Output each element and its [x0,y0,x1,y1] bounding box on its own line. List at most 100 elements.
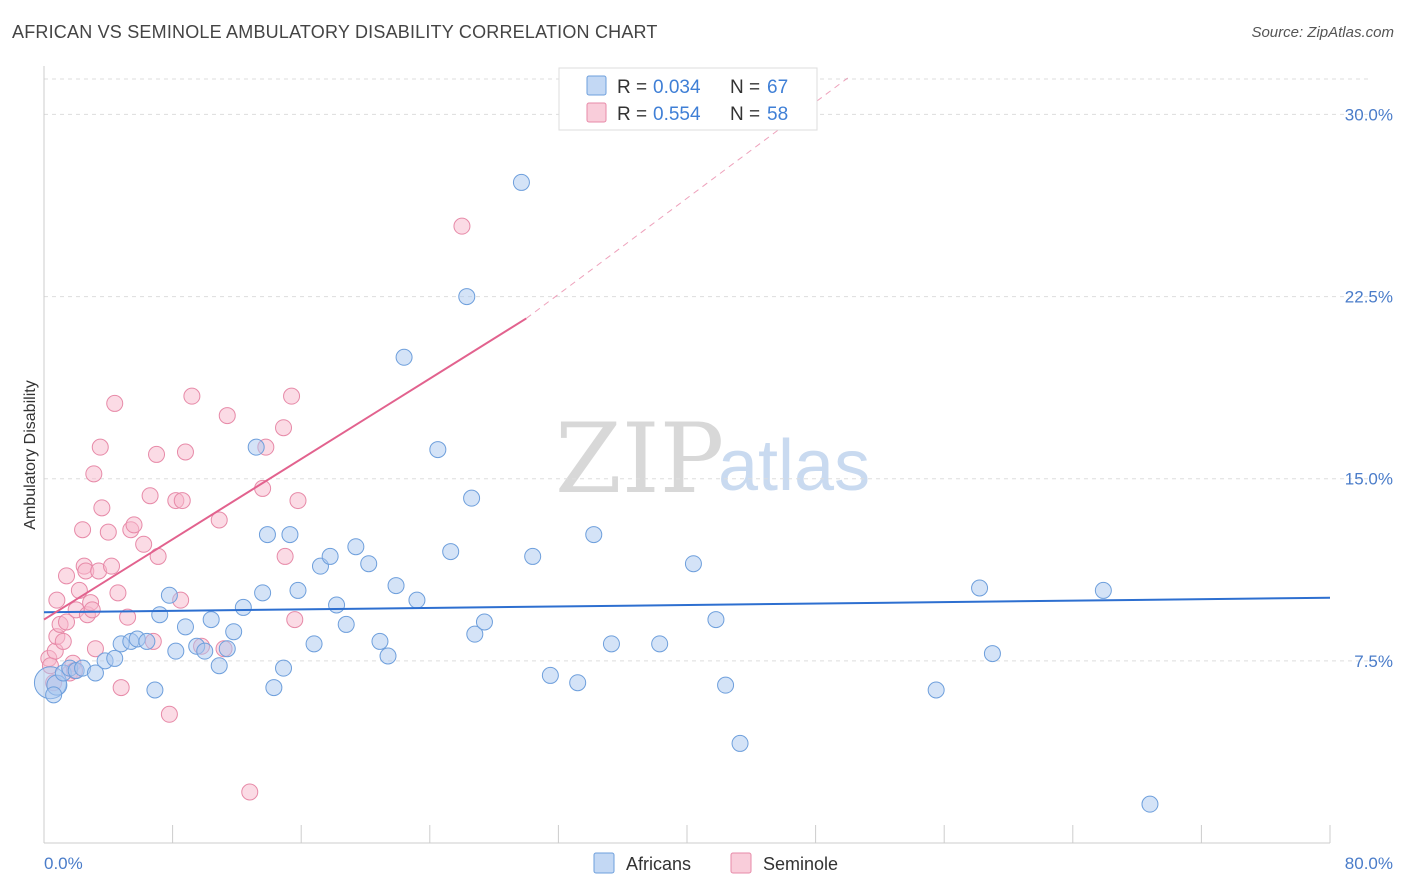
africans-point-45 [442,543,460,561]
watermark-atlas: atlas [718,426,870,506]
seminole-point-15 [74,521,92,539]
africans-point-32 [305,635,323,653]
seminole-point-48 [218,407,236,425]
source-label: Source: ZipAtlas.com [1251,24,1394,41]
seminole-point-5 [48,591,66,609]
africans-point-14 [151,606,169,624]
africans-point-41 [387,577,405,595]
africans-point-34 [321,547,339,565]
africans-point-28 [265,679,283,697]
tick-labels: 7.5% 15.0% 22.5% 30.0% 0.0% 80.0% [44,105,1393,873]
seminole-point-14 [70,581,88,599]
africans-point-53 [569,674,587,692]
legend-n-value-seminole: 58 [767,104,788,125]
x-tick-label-1: 80.0% [1345,854,1393,873]
seminole-point-57 [453,217,471,235]
africans-point-57 [684,555,702,573]
africans-point-31 [289,581,307,599]
africans-point-29 [275,659,293,677]
seminole-point-33 [125,516,143,534]
africans-point-51 [524,547,542,565]
africans-point-52 [541,666,559,684]
legend-swatch-africans [586,75,607,96]
africans-point-48 [466,625,484,643]
legend-top: R = 0.034 N = 67 R = 0.554 N = 58 [558,67,818,131]
africans-point-54 [585,526,603,544]
watermark-zip: ZIP [555,403,724,515]
africans-point-22 [218,640,236,658]
gridlines [44,78,1370,662]
africans-point-50 [512,173,530,191]
seminole-point-39 [160,705,178,723]
africans-point-37 [347,538,365,556]
seminole-point-37 [148,445,166,463]
africans-point-16 [167,642,185,660]
africans-point-30 [281,526,299,544]
africans-point-59 [717,676,735,694]
seminole-point-28 [106,394,124,412]
seminole-point-42 [173,492,191,510]
africans-point-65 [1141,795,1159,813]
africans-point-56 [651,635,669,653]
chart-title: AFRICAN VS SEMINOLE AMBULATORY DISABILIT… [12,22,658,42]
seminole-point-44 [183,387,201,405]
africans-point-36 [337,615,355,633]
seminole-point-31 [119,608,137,626]
africans-point-44 [429,441,447,459]
legend-swatch-seminole [586,102,607,123]
seminole-points [40,217,471,801]
seminole-point-26 [99,523,117,541]
bottom-legend-swatch-africans [593,852,615,874]
africans-point-23 [225,623,243,641]
africans-point-24 [234,598,252,616]
seminole-point-49 [241,783,259,801]
bottom-legend-swatch-seminole [730,852,752,874]
africans-points [33,173,1159,813]
seminole-point-21 [85,465,103,483]
africans-point-13 [146,681,164,699]
y-axis-label: Ambulatory Disability [22,380,39,529]
africans-point-38 [360,555,378,573]
seminole-point-27 [103,557,121,575]
seminole-trend-line [43,317,527,621]
legend-n-label-africans: N = [730,77,760,98]
seminole-point-53 [276,547,294,565]
y-tick-label-1: 15.0% [1345,470,1393,489]
africans-point-12 [138,632,156,650]
seminole-point-52 [275,419,293,437]
legend-r-label-seminole: R = [617,104,647,125]
africans-point-63 [983,645,1001,663]
africans-point-25 [247,438,265,456]
africans-point-26 [254,584,272,602]
africans-point-19 [196,642,214,660]
africans-point-66 [45,686,63,704]
africans-point-39 [371,632,389,650]
africans-point-27 [258,526,276,544]
x-tick-label-0: 0.0% [44,854,83,873]
africans-point-49 [475,613,493,631]
africans-trend-line [43,596,1331,614]
legend-n-value-africans: 67 [767,77,788,98]
seminole-point-46 [210,511,228,529]
watermark: ZIP atlas [555,403,870,515]
legend-bottom: Africans Seminole [593,852,838,874]
africans-point-21 [210,657,228,675]
seminole-point-20 [83,601,101,619]
africans-point-62 [971,579,989,597]
seminole-point-30 [112,679,130,697]
africans-point-43 [408,591,426,609]
africans-point-61 [927,681,945,699]
africans-point-40 [379,647,397,665]
africans-point-15 [160,586,178,604]
seminole-point-8 [58,613,76,631]
seminole-point-34 [135,535,153,553]
seminole-point-55 [286,611,304,629]
africans-point-47 [463,489,481,507]
africans-point-64 [1094,581,1112,599]
y-tick-label-2: 22.5% [1345,288,1393,307]
legend-n-label-seminole: N = [730,104,760,125]
legend-r-label-africans: R = [617,77,647,98]
y-tick-label-0: 7.5% [1354,652,1393,671]
trend-lines [43,77,1331,621]
